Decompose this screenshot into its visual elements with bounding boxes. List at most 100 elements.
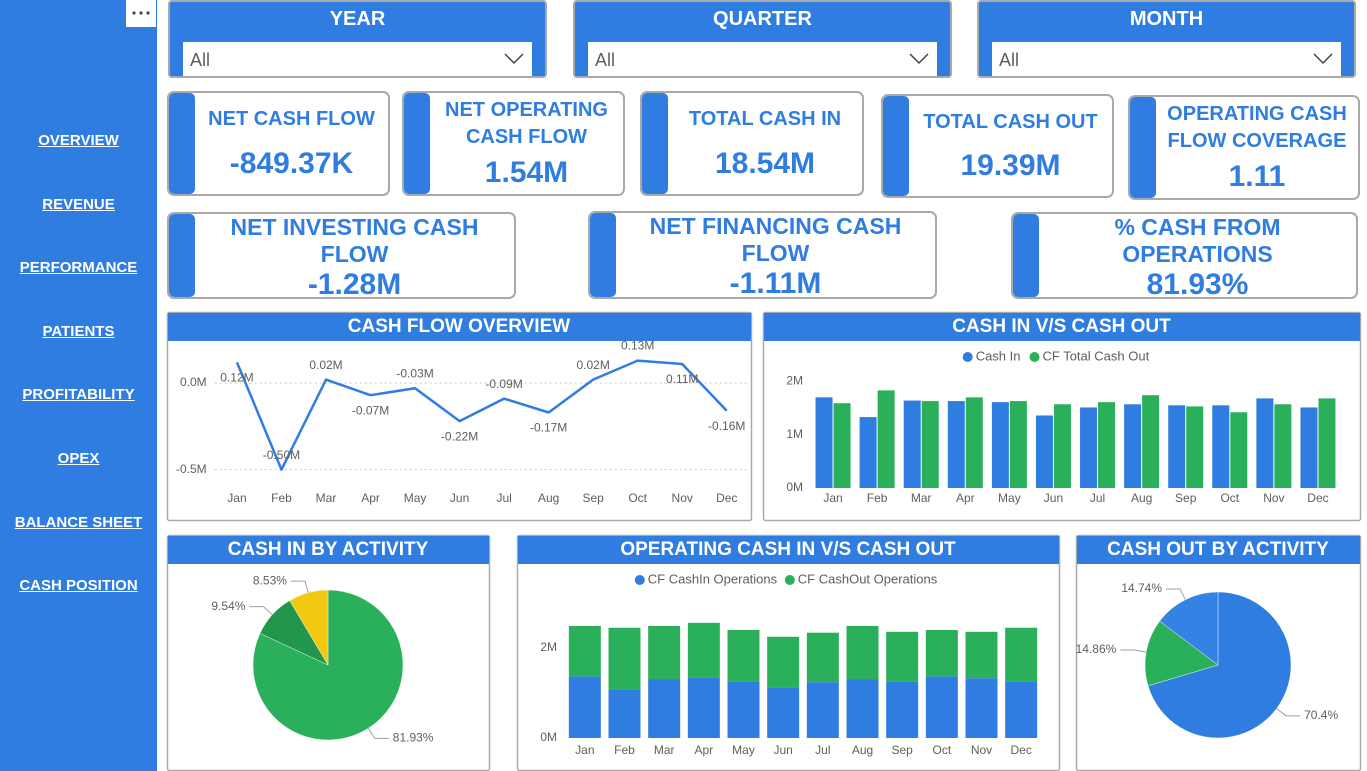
panel: [166, 311, 753, 522]
panel-header: [168, 536, 489, 564]
kpi-strip: [1130, 97, 1156, 198]
kpi-label: TOTAL CASH OUT: [923, 111, 1098, 133]
panel-header: [518, 536, 1059, 564]
bar-segment: [925, 676, 958, 738]
data-label: 0.02M: [576, 358, 609, 372]
data-label: -0.07M: [352, 403, 389, 417]
y-tick-label: 0M: [786, 480, 803, 494]
bar: [965, 397, 983, 488]
kpi-body: OPERATING CASH FLOW COVERAGE 1.11: [1158, 97, 1356, 198]
nav-link[interactable]: PATIENTS: [42, 322, 115, 340]
bar-segment: [1005, 681, 1038, 738]
chart-title: CASH OUT BY ACTIVITY: [1107, 539, 1329, 560]
dropdown-value: All: [999, 50, 1020, 70]
legend-label: CF CashOut Operations: [798, 571, 938, 586]
bar-segment: [568, 625, 601, 677]
kpi-label: NET OPERATING CASH FLOW: [445, 99, 608, 149]
bar-segment: [846, 679, 879, 738]
bar: [1009, 401, 1027, 488]
filter-title: QUARTER: [713, 8, 812, 30]
x-tick-label: Mar: [654, 743, 675, 757]
dropdown[interactable]: All: [588, 42, 937, 76]
panel-header: [1077, 536, 1360, 564]
x-tick-label: Feb: [614, 743, 635, 757]
nav-link[interactable]: BALANCE SHEET: [14, 513, 143, 531]
bar-segment: [1005, 627, 1038, 682]
kpi-card: TOTAL CASH OUT 19.39M: [881, 94, 1114, 198]
filter-title: MONTH: [1129, 8, 1204, 30]
nav-link[interactable]: REVENUE: [42, 195, 115, 213]
x-tick-label: Jan: [227, 491, 246, 505]
bar: [877, 390, 895, 488]
data-label: 9.54%: [211, 599, 245, 613]
nav-link[interactable]: PERFORMANCE: [19, 259, 138, 277]
x-tick-label: Feb: [867, 491, 888, 505]
bar: [1318, 398, 1336, 488]
data-label: 0.13M: [621, 339, 654, 353]
bar-segment: [727, 630, 760, 682]
bar: [1230, 412, 1248, 488]
kpi-body: % CASH FROM OPERATIONS 81.93%: [1041, 214, 1354, 297]
nav-link[interactable]: OPEX: [57, 450, 100, 467]
x-tick-label: Oct: [628, 491, 647, 505]
x-tick-label: Apr: [956, 491, 975, 505]
chart-title: CASH FLOW OVERVIEW: [348, 316, 570, 337]
data-label: -0.03M: [396, 366, 433, 380]
panel-header: [168, 313, 751, 341]
bar: [1035, 415, 1053, 488]
kpi-value: 1.54M: [484, 155, 569, 189]
bar: [903, 400, 921, 488]
legend-marker: [1029, 352, 1040, 362]
bar-segment: [925, 630, 958, 677]
x-tick-label: Nov: [1263, 491, 1284, 505]
nav-link[interactable]: PROFITABILITY: [22, 386, 135, 404]
bar: [1256, 398, 1274, 488]
x-tick-label: Jul: [496, 491, 511, 505]
nav-link[interactable]: CASH POSITION: [19, 577, 138, 595]
x-tick-label: May: [732, 743, 755, 757]
dropdown[interactable]: All: [183, 42, 532, 76]
line: [235, 359, 728, 471]
legend-label: CF Total Cash Out: [1043, 348, 1150, 363]
kpi-card: OPERATING CASH FLOW COVERAGE 1.11: [1128, 95, 1360, 200]
bar: [921, 401, 939, 488]
data-label: -0.09M: [485, 377, 522, 391]
x-tick-label: Nov: [971, 743, 992, 757]
bar: [1080, 407, 1098, 488]
bar-segment: [767, 636, 800, 688]
kpi-value: -1.11M: [729, 267, 822, 299]
kpi-body: TOTAL CASH IN 18.54M: [670, 93, 860, 194]
bar-segment: [806, 682, 839, 738]
x-tick-label: Dec: [1010, 743, 1031, 757]
bar: [1300, 407, 1318, 488]
data-label: -0.50M: [263, 448, 300, 462]
dropdown-value: All: [595, 50, 616, 70]
dropdown[interactable]: All: [992, 42, 1341, 76]
leader-line: [1276, 708, 1301, 717]
kpi-card: TOTAL CASH IN 18.54M: [640, 91, 864, 196]
bar: [815, 397, 833, 488]
x-tick-label: May: [404, 491, 427, 505]
chevron: [504, 53, 524, 65]
more-options[interactable]: [126, 0, 156, 27]
kpi-card: NET FINANCING CASH FLOW -1.11M: [588, 211, 937, 299]
data-label: -0.16M: [708, 419, 745, 433]
bar: [1053, 404, 1071, 488]
chart-title: CASH IN BY ACTIVITY: [228, 539, 429, 560]
bar-segment: [965, 678, 998, 738]
kpi-body: NET FINANCING CASH FLOW -1.11M: [618, 213, 933, 297]
bar-segment: [687, 622, 720, 678]
leader-line: [367, 727, 389, 739]
kpi-label: NET CASH FLOW: [208, 108, 375, 131]
kpi-strip: [590, 213, 616, 297]
x-tick-label: Dec: [716, 491, 737, 505]
chevron: [909, 53, 929, 65]
kpi-body: TOTAL CASH OUT 19.39M: [911, 96, 1110, 196]
y-tick-label: 2M: [786, 374, 803, 388]
legend-label: CF CashIn Operations: [648, 571, 778, 586]
kpi-label: NET INVESTING CASH FLOW: [230, 214, 479, 267]
x-tick-label: Sep: [1175, 491, 1197, 505]
nav-link[interactable]: OVERVIEW: [38, 132, 119, 149]
y-tick-label: 1M: [786, 427, 803, 441]
